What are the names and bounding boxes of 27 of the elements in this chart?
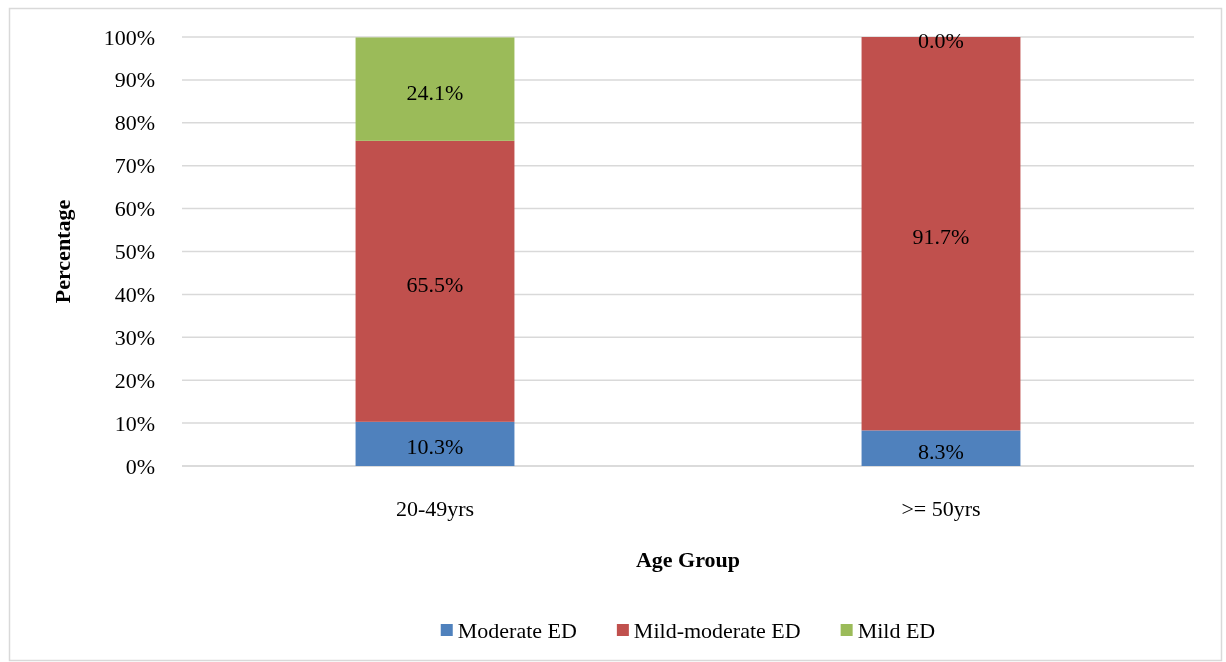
y-tick-label: 20%: [114, 367, 155, 393]
data-label: 65.5%: [406, 271, 464, 297]
x-axis-title: Age Group: [635, 546, 741, 572]
bar: [861, 430, 1021, 466]
x-tick-label: >= 50yrs: [901, 495, 981, 521]
y-tick-label: 0%: [125, 453, 155, 479]
data-label: 10.3%: [406, 434, 464, 460]
y-tick-label: 80%: [114, 110, 155, 136]
y-axis-title: Percentage: [49, 199, 75, 304]
y-tick-label: 40%: [114, 281, 155, 307]
legend-label: Mild-moderate ED: [633, 617, 801, 643]
y-tick-label: 90%: [114, 67, 155, 93]
y-tick-label: 30%: [114, 324, 155, 350]
legend-label: Mild ED: [857, 617, 936, 643]
bar: [355, 37, 515, 141]
y-tick-label: 60%: [114, 196, 155, 222]
data-label: 24.1%: [406, 79, 464, 105]
y-tick-label: 70%: [114, 153, 155, 179]
data-label: 91.7%: [912, 224, 970, 250]
bar: [355, 140, 515, 422]
y-tick-label: 50%: [114, 239, 155, 264]
legend-label: Moderate ED: [457, 617, 577, 643]
bar: [355, 421, 515, 466]
y-tick-label: 100%: [103, 24, 155, 50]
x-tick-label: 20-49yrs: [395, 495, 475, 521]
y-tick-label: 10%: [114, 410, 155, 436]
data-label: 8.3%: [918, 438, 964, 464]
